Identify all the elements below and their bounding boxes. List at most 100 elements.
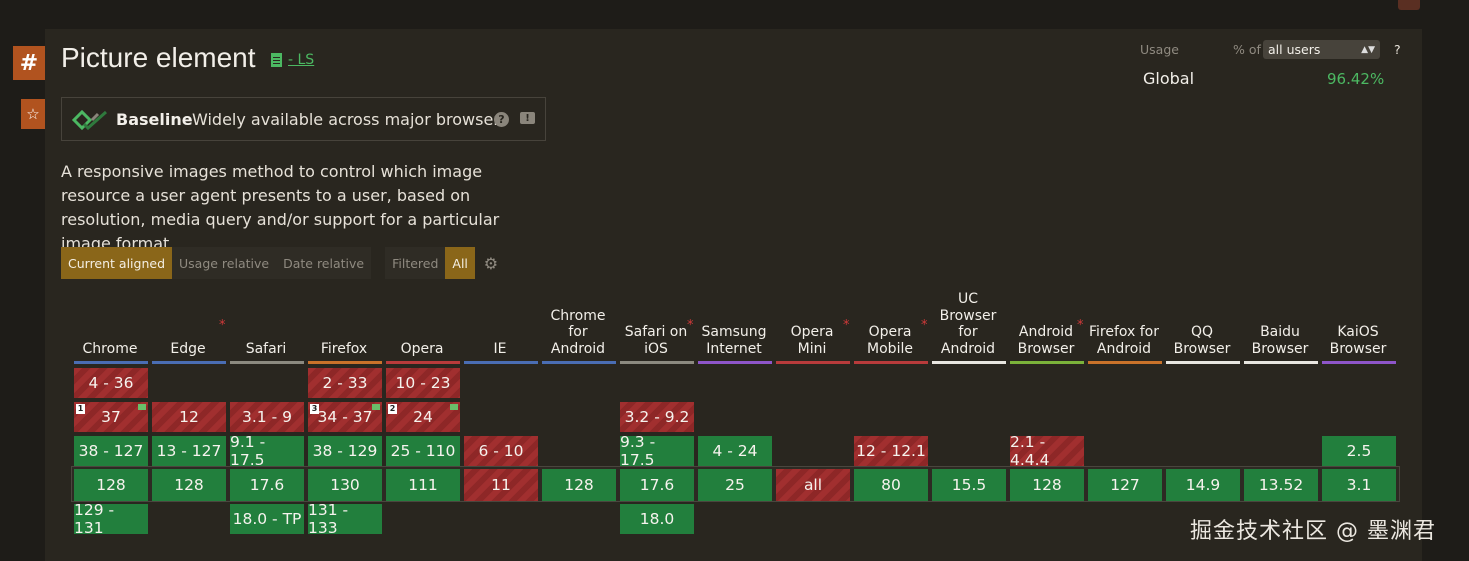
baseline-check-icon (72, 110, 107, 130)
supported-cell[interactable]: 13.52 (1244, 469, 1318, 501)
tab-usage-relative[interactable]: Usage relative (172, 247, 277, 279)
supported-cell[interactable]: 130 (308, 469, 382, 501)
help-icon[interactable]: ? (494, 112, 509, 127)
browser-name[interactable]: Android Browser (1017, 324, 1075, 357)
supported-cell[interactable]: 9.1 - 17.5 (230, 433, 304, 469)
supported-cell[interactable]: 4 - 24 (698, 436, 772, 466)
unsupported-cell[interactable]: 4 - 36 (74, 368, 148, 398)
users-select[interactable]: all users ▲▼ (1263, 40, 1380, 59)
supported-cell[interactable]: 129 - 131 (74, 501, 148, 537)
browser-name[interactable]: Opera Mobile (867, 324, 913, 357)
supported-cell[interactable]: 25 (698, 469, 772, 501)
version-range: 38 - 127 (78, 442, 144, 460)
top-corner-button[interactable] (1398, 0, 1420, 10)
browser-color-bar (1166, 361, 1240, 364)
supported-cell[interactable]: 2.5 (1322, 436, 1396, 466)
browser-name[interactable]: Samsung Internet (701, 324, 767, 357)
browser-name[interactable]: Chrome for Android (550, 307, 606, 357)
supported-cell[interactable]: 38 - 129 (308, 436, 382, 466)
view-tabs: Current aligned Usage relative Date rela… (61, 247, 503, 279)
unsupported-cell[interactable]: 2 - 33 (308, 368, 382, 398)
tab-date-relative[interactable]: Date relative (276, 247, 372, 279)
browser-name[interactable]: Opera Mini (790, 324, 834, 357)
browser-name[interactable]: Opera (400, 340, 444, 357)
feedback-icon[interactable]: ! (520, 112, 535, 124)
browser-name[interactable]: Firefox for Android (1088, 324, 1160, 357)
browser-name[interactable]: IE (493, 340, 507, 357)
supported-cell[interactable]: 17.6 (620, 469, 694, 501)
supported-cell[interactable]: 17.6 (230, 469, 304, 501)
unsupported-cell[interactable]: 37 1 (74, 402, 148, 432)
version-range: 13 - 127 (156, 442, 222, 460)
browser-name[interactable]: Edge (170, 340, 206, 357)
supported-cell[interactable]: 15.5 (932, 469, 1006, 501)
supported-cell[interactable]: 128 (542, 469, 616, 501)
unsupported-cell[interactable]: 3.2 - 9.2 (620, 402, 694, 432)
unsupported-cell[interactable]: 12 (152, 402, 226, 432)
unsupported-cell[interactable]: 24 2 (386, 402, 460, 432)
version-range: 38 - 129 (312, 442, 378, 460)
tab-filtered[interactable]: Filtered (385, 247, 446, 279)
note-asterisk-icon: * (687, 318, 694, 333)
browser-color-bar (1322, 361, 1396, 364)
supported-cell[interactable]: 14.9 (1166, 469, 1240, 501)
supported-cell[interactable]: 13 - 127 (152, 436, 226, 466)
usage-help-icon[interactable]: ? (1394, 42, 1401, 57)
supported-cell[interactable]: 127 (1088, 469, 1162, 501)
supported-cell[interactable]: 131 - 133 (308, 501, 382, 537)
version-range: 14.9 (1185, 476, 1221, 494)
supported-cell[interactable]: 128 (152, 469, 226, 501)
spec-link-label[interactable]: - LS (288, 52, 315, 68)
supported-cell[interactable]: 80 (854, 469, 928, 501)
browser-name[interactable]: Chrome (82, 340, 138, 357)
users-select-value: all users (1268, 42, 1321, 57)
version-range: 4 - 36 (88, 374, 134, 392)
version-range: 111 (408, 476, 438, 494)
version-range: 131 - 133 (308, 501, 349, 537)
unsupported-cell[interactable]: 10 - 23 (386, 368, 460, 398)
browser-name[interactable]: QQ Browser (1173, 324, 1231, 357)
supported-cell[interactable]: 18.0 (620, 504, 694, 534)
note-badge: 3 (310, 404, 319, 414)
version-range: 17.6 (639, 476, 675, 494)
supported-cell[interactable]: 25 - 110 (386, 436, 460, 466)
unsupported-cell[interactable]: 12 - 12.1 (854, 436, 928, 466)
usage-label: Usage (1140, 42, 1179, 57)
browser-color-bar (854, 361, 928, 364)
supported-cell[interactable]: 18.0 - TP (230, 504, 304, 534)
browser-color-bar (1244, 361, 1318, 364)
supported-cell[interactable]: 128 (1010, 469, 1084, 501)
tab-all[interactable]: All (445, 247, 475, 279)
supported-cell[interactable]: 3.1 (1322, 469, 1396, 501)
version-range: 128 (96, 476, 126, 494)
browser-name[interactable]: Firefox (320, 340, 368, 357)
supported-cell[interactable]: 9.3 - 17.5 (620, 433, 694, 469)
supported-cell[interactable]: 38 - 127 (74, 436, 148, 466)
browser-color-bar (776, 361, 850, 364)
browser-name[interactable]: Safari on iOS (624, 324, 688, 357)
unsupported-cell[interactable]: 34 - 37 3 (308, 402, 382, 432)
unsupported-cell[interactable]: 6 - 10 (464, 436, 538, 466)
note-badge: 1 (76, 404, 85, 414)
tab-current-aligned[interactable]: Current aligned (61, 247, 173, 279)
global-label: Global (1143, 69, 1195, 88)
version-range: 128 (564, 476, 594, 494)
browser-name[interactable]: Safari (245, 340, 287, 357)
browser-name[interactable]: UC Browser for Android (939, 291, 997, 357)
gear-icon[interactable]: ⚙ (483, 253, 499, 273)
spec-link[interactable]: - LS (271, 52, 314, 68)
browser-name[interactable]: KaiOS Browser (1329, 324, 1387, 357)
supported-cell[interactable]: 111 (386, 469, 460, 501)
star-icon[interactable]: ☆ (21, 99, 45, 129)
version-range: 6 - 10 (478, 442, 524, 460)
version-range: 18.0 (639, 510, 675, 528)
unsupported-cell[interactable]: 3.1 - 9 (230, 402, 304, 432)
browser-name[interactable]: Baidu Browser (1251, 324, 1309, 357)
anchor-hash-button[interactable]: # (13, 46, 45, 80)
unsupported-cell[interactable]: all (776, 469, 850, 501)
unsupported-cell[interactable]: 11 (464, 469, 538, 501)
browser-color-bar (152, 361, 226, 364)
supported-cell[interactable]: 128 (74, 469, 148, 501)
unsupported-cell[interactable]: 2.1 - 4.4.4 (1010, 433, 1084, 469)
version-range: 34 - 37 (317, 408, 373, 426)
